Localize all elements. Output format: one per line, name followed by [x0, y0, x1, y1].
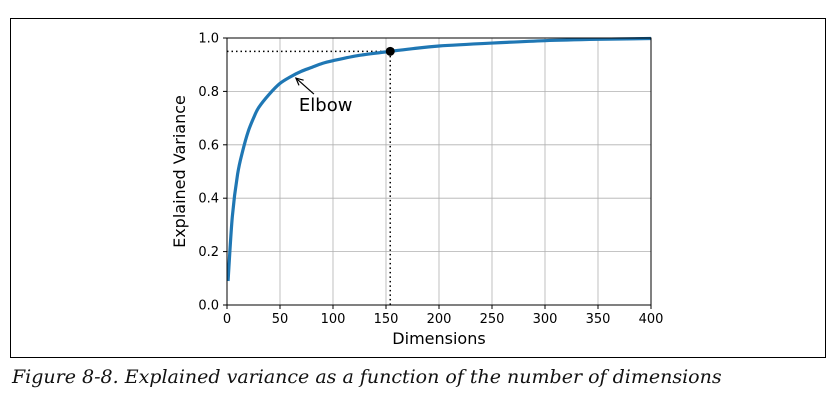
x-tick-label: 200 [427, 312, 452, 327]
y-tick-label: 0.2 [198, 245, 219, 260]
elbow-label: Elbow [299, 95, 353, 116]
y-tick-label: 0.6 [198, 138, 219, 153]
y-tick-label: 1.0 [198, 32, 219, 47]
elbow-annotation: Elbow [294, 77, 353, 116]
y-tick-label: 0.0 [198, 299, 219, 314]
highlight-point [385, 46, 395, 56]
elbow-arrowhead [294, 77, 304, 86]
explained-variance-line [226, 36, 652, 282]
x-axis-ticks: 0 50 100 150 200 250 300 350 400 [223, 305, 664, 327]
x-axis-label: Dimensions [392, 329, 485, 348]
figure-frame [10, 18, 826, 358]
figure-caption: Figure 8-8. Explained variance as a func… [12, 366, 722, 388]
x-tick-label: 350 [586, 312, 611, 327]
x-tick-label: 50 [272, 312, 289, 327]
y-tick-label: 0.8 [198, 85, 219, 100]
y-axis-ticks: 0.0 0.2 0.4 0.6 0.8 1.0 [198, 32, 227, 314]
y-axis-label: Explained Variance [170, 95, 189, 248]
x-tick-label: 300 [533, 312, 558, 327]
x-tick-label: 400 [639, 312, 664, 327]
x-tick-label: 250 [480, 312, 505, 327]
x-tick-label: 100 [321, 312, 346, 327]
explained-variance-chart: Elbow 0 50 100 150 200 250 300 350 400 0.0 0.2 0.4… [170, 32, 664, 349]
x-tick-label: 0 [223, 312, 231, 327]
y-tick-label: 0.4 [198, 192, 219, 207]
guide-lines [227, 50, 391, 305]
elbow-arrow [295, 77, 315, 95]
x-tick-label: 150 [374, 312, 399, 327]
